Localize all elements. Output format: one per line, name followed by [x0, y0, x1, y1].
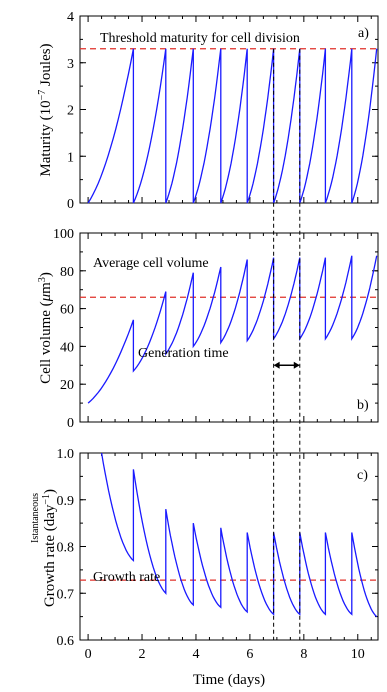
maturity-series-line	[87, 48, 378, 204]
panel-a-tag: a)	[358, 26, 369, 41]
panel-a-ylabel: Maturity (10−7 Joules)	[37, 43, 55, 176]
x-tick-label: 10	[351, 647, 365, 662]
arrow-head-right	[293, 361, 300, 369]
y-tick-label: 0	[67, 197, 74, 212]
y-tick-label: 1.0	[57, 447, 75, 462]
x-tick-label: 0	[85, 647, 92, 662]
panel-b-ylabel: Cell volume (μm3)	[37, 272, 55, 384]
panel-c-ylabel: Growth rate (day−1)	[41, 489, 59, 607]
arrow-head-left	[273, 361, 280, 369]
generation-markers	[273, 48, 301, 640]
generation-time-label: Generation time	[138, 346, 229, 361]
y-tick-label: 4	[67, 10, 74, 25]
y-tick-label: 3	[67, 57, 74, 72]
x-tick-label: 4	[192, 647, 199, 662]
panel-c-tag: c)	[357, 468, 368, 483]
generation-time-arrow	[273, 361, 300, 369]
panel-a-ytick-labels: 0 1 2 3 4	[67, 10, 74, 212]
panel-b-tag: b)	[357, 398, 369, 413]
panel-a-ticks	[80, 15, 378, 204]
threshold-label: Threshold maturity for cell division	[100, 31, 300, 46]
y-tick-label: 0.7	[57, 587, 75, 602]
y-tick-label: 0	[67, 416, 74, 431]
average-volume-label: Average cell volume	[93, 256, 209, 271]
panel-b-ytick-labels: 0 20 40 60 80 100	[53, 227, 74, 431]
panel-a: 0 1 2 3 4 Threshold maturity for cell divisi…	[37, 10, 379, 212]
y-tick-label: 0.8	[57, 541, 75, 556]
x-tick-label: 2	[139, 647, 146, 662]
y-tick-label: 80	[60, 265, 74, 280]
growth-rate-label: Growth rate	[93, 570, 160, 585]
x-axis-label: Time (days)	[193, 672, 265, 688]
panel-b: 0 20 40 60 80 100 Average cell volume Generat…	[37, 227, 379, 431]
panel-c-xtick-labels: 0 2 4 6 8 10	[85, 647, 365, 662]
panel-c-ticks	[80, 452, 378, 641]
y-tick-label: 60	[60, 303, 74, 318]
y-tick-label: 20	[60, 378, 74, 393]
y-tick-label: 40	[60, 340, 74, 355]
volume-series-line	[87, 255, 378, 404]
panel-c-ylabel-small: Istantaneous	[30, 493, 41, 543]
y-tick-label: 2	[67, 104, 74, 119]
panel-b-ticks	[80, 232, 378, 423]
x-tick-label: 8	[300, 647, 307, 662]
panel-c-ytick-labels: 0.6 0.7 0.8 0.9 1.0	[57, 447, 75, 649]
y-tick-label: 0.9	[57, 494, 75, 509]
y-tick-label: 0.6	[57, 634, 75, 649]
panel-c: 0.6 0.7 0.8 0.9 1.0 0 2 4 6 8 10 Growth rate c) I…	[30, 447, 379, 688]
y-tick-label: 1	[67, 150, 74, 165]
x-tick-label: 6	[246, 647, 253, 662]
y-tick-label: 100	[53, 227, 74, 242]
growth-series-line	[100, 452, 378, 618]
